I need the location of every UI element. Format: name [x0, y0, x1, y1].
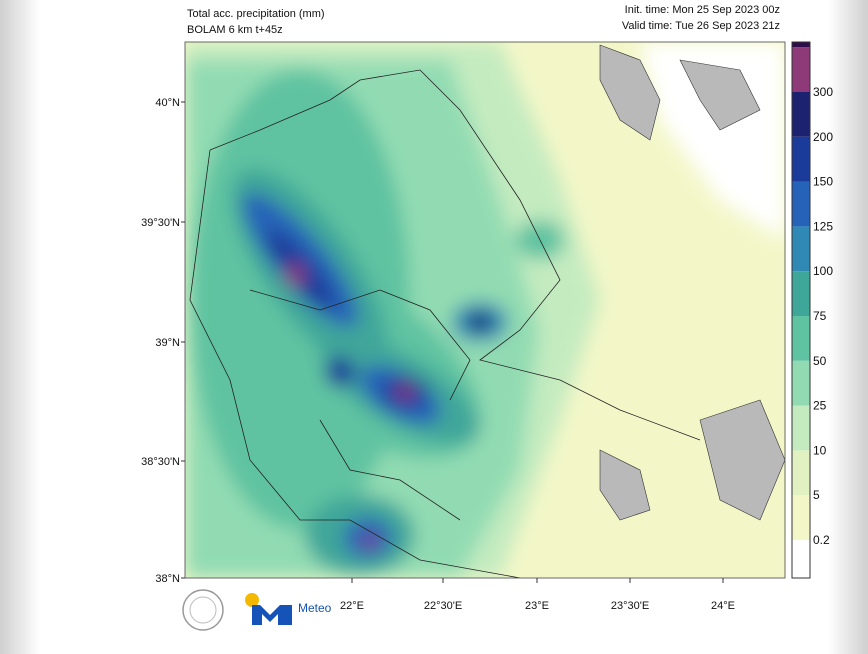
institute-seal — [182, 589, 224, 631]
map-title: Total acc. precipitation (mm) — [187, 8, 325, 20]
valid-time: Valid time: Tue 26 Sep 2023 21z — [622, 20, 780, 32]
colorbar-segment — [792, 47, 810, 92]
colorbar: 0.2 5 10 25 50 75 100 125 150 200 300 — [791, 41, 833, 579]
lat-label: 38°N — [155, 573, 180, 585]
colorbar-segment — [792, 92, 810, 137]
institute-seal — [189, 596, 217, 624]
colorbar-frame — [791, 41, 811, 579]
logo-text: Meteo — [298, 601, 332, 615]
colorbar-label: 10 — [813, 443, 827, 457]
colorbar-segment — [792, 271, 810, 316]
init-time: Init. time: Mon 25 Sep 2023 00z — [625, 4, 780, 16]
lat-label: 38°30'N — [141, 456, 180, 468]
lon-label: 22°30'E — [424, 600, 462, 612]
colorbar-segment — [792, 450, 810, 496]
colorbar-label: 150 — [813, 175, 833, 189]
colorbar-label: 0.2 — [813, 533, 830, 547]
colorbar-label: 100 — [813, 264, 833, 278]
lat-label: 39°N — [155, 337, 180, 349]
precip-field — [185, 42, 785, 578]
colorbar-label: 25 — [813, 399, 827, 413]
map-frame — [184, 41, 786, 579]
logo-mark — [252, 605, 292, 625]
lon-label: 22°E — [340, 600, 364, 612]
colorbar-segment — [792, 181, 810, 227]
colorbar-label: 125 — [813, 219, 833, 233]
colorbar-segment — [792, 316, 810, 361]
colorbar-segment — [792, 360, 810, 406]
colorbar-segment — [792, 405, 810, 451]
logo-sun — [245, 593, 259, 607]
lon-label: 23°30'E — [611, 600, 649, 612]
lat-label: 40°N — [155, 97, 180, 109]
colorbar-label: 5 — [813, 488, 820, 502]
lat-label: 39°30'N — [141, 217, 180, 229]
colorbar-label: 200 — [813, 130, 833, 144]
colorbar-label: 50 — [813, 354, 827, 368]
lon-labels: 22°E 22°30'E 23°E 23°30'E 24°E — [340, 578, 735, 612]
lon-label: 24°E — [711, 600, 735, 612]
colorbar-segment — [792, 495, 810, 540]
colorbar-segment — [792, 136, 810, 182]
colorbar-label: 75 — [813, 309, 827, 323]
colorbar-segment — [792, 540, 810, 578]
colorbar-segment — [792, 42, 810, 48]
colorbar-segment — [792, 226, 810, 272]
lat-labels: 40°N 39°30'N 39°N 38°30'N 38°N — [141, 97, 185, 585]
lon-label: 23°E — [525, 600, 549, 612]
map-subtitle: BOLAM 6 km t+45z — [187, 24, 283, 36]
colorbar-label: 300 — [813, 85, 833, 99]
